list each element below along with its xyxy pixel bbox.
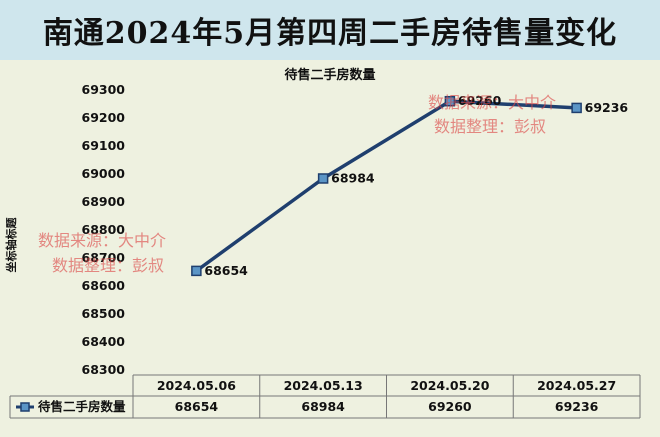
series-line [195,99,577,273]
watermark-organizer: 数据整理：彭叔 [434,117,546,136]
data-label: 69260 [458,93,502,108]
x-category-label: 2024.05.20 [410,378,489,393]
data-point-marker [571,102,582,114]
table-value-cell: 68984 [301,399,345,414]
x-category-label: 2024.05.27 [537,378,616,393]
legend-series-name: 待售二手房数量 [38,399,126,414]
y-tick-label: 68400 [82,334,126,349]
y-axis-title: 坐标轴标题 [4,217,18,273]
data-point-marker [317,173,329,184]
y-tick-label: 68900 [82,194,126,209]
data-label: 68984 [331,170,375,185]
y-tick-label: 69100 [82,138,126,153]
legend-marker-key [20,402,30,412]
data-point-marker [191,265,202,277]
y-tick-label: 69300 [82,82,126,97]
x-category-label: 2024.05.06 [157,378,236,393]
x-category-label: 2024.05.13 [284,378,363,393]
y-tick-label: 68600 [82,278,126,293]
table-value-cell: 69260 [428,399,472,414]
chart-area: 待售二手房数量 坐标轴标题 68300 68400 68500 68600 68700 688… [0,60,660,437]
y-tick-label: 69200 [82,110,126,125]
data-label: 69236 [585,100,629,115]
y-tick-label: 69000 [82,166,126,181]
watermark-source: 数据来源：大中介 [38,231,166,250]
data-point-marker [444,95,456,107]
y-tick-label: 68700 [82,250,126,265]
watermark-organizer: 数据整理：彭叔 [52,256,164,275]
table-value-cell: 68654 [175,399,219,414]
page-title: 南通2024年5月第四周二手房待售量变化 [42,16,618,51]
y-tick-label: 68500 [82,306,126,321]
data-label: 68654 [204,263,248,278]
y-tick-label: 68300 [82,362,126,377]
title-banner: 南通2024年5月第四周二手房待售量变化 [0,0,660,60]
chart-title: 待售二手房数量 [283,67,375,83]
y-tick-label: 68800 [82,222,126,237]
table-value-cell: 69236 [555,399,599,414]
watermark-source: 数据来源：大中介 [428,93,556,112]
line-chart: 待售二手房数量坐标轴标题6830068400685006860068700688… [4,67,641,419]
